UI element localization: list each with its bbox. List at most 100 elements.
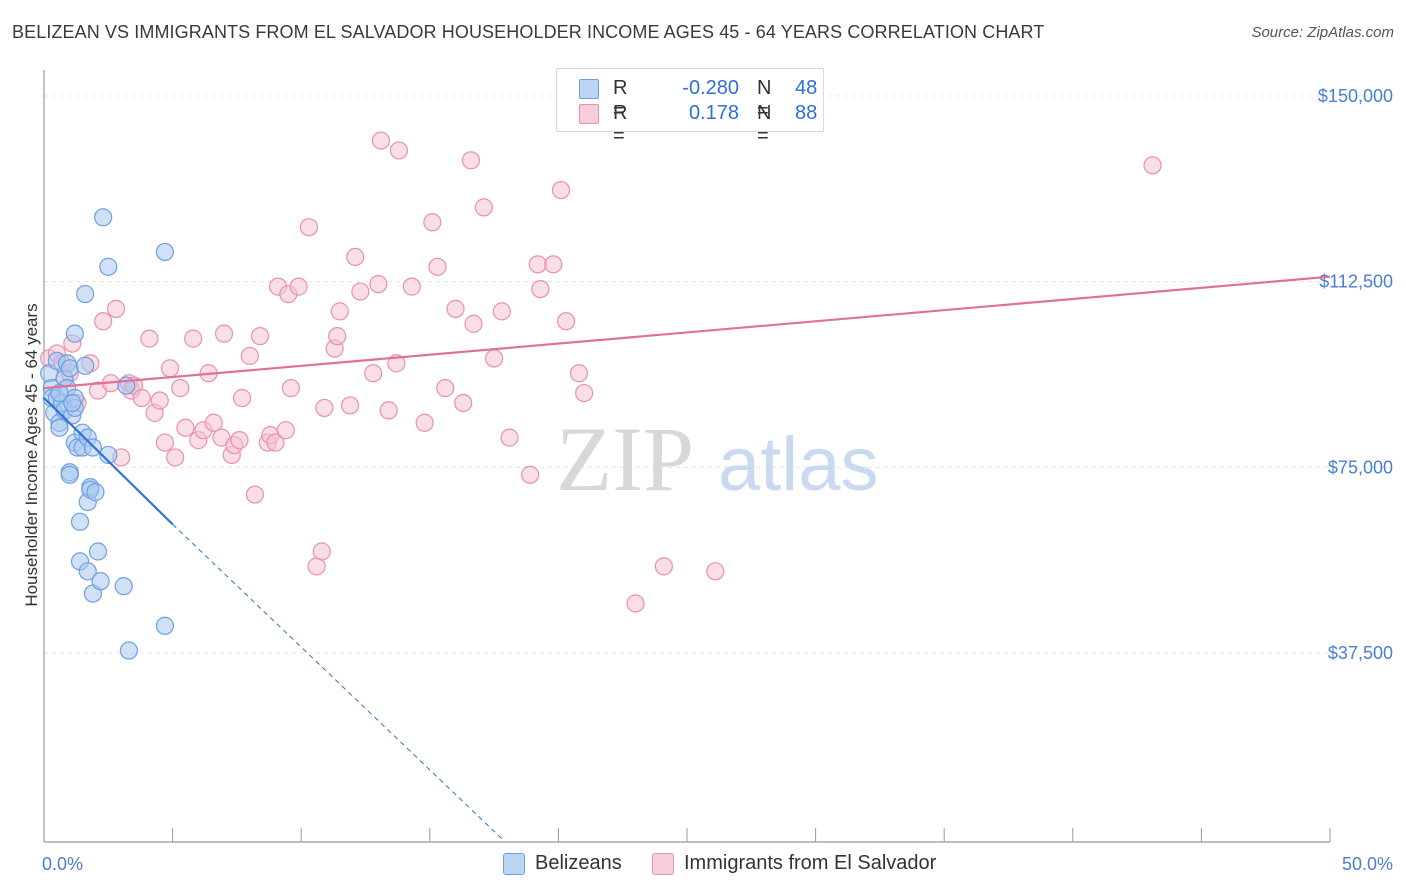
belizean-point (119, 641, 138, 660)
el-salvador-point (654, 557, 673, 576)
belizean-point (63, 393, 82, 413)
el-salvador-point (330, 302, 349, 321)
el-salvador-point (204, 413, 223, 432)
el-salvador-point (389, 141, 409, 160)
el-salvador-point (230, 431, 249, 450)
el-salvador-point (276, 421, 295, 440)
belizean-point (76, 356, 95, 375)
trend-lines (43, 275, 1331, 840)
el-salvador-point (160, 359, 180, 378)
legend-n-value: 88 (795, 102, 818, 124)
legend-label-el-salvador: Immigrants from El Salvador (684, 852, 937, 874)
el-salvador-point (415, 413, 434, 432)
el-salvador-point (454, 393, 473, 413)
el-salvador-point (266, 433, 285, 452)
el-salvador-point (436, 379, 455, 398)
legend-swatch-pink (579, 104, 599, 124)
el-salvador-point (150, 391, 169, 410)
series-immigrants-el-salvador (40, 131, 1162, 613)
el-salvador-point (387, 354, 406, 373)
belizean-point (76, 284, 95, 304)
legend-r-value: 0.178 (688, 102, 739, 124)
legend-n-label: N = (757, 102, 772, 147)
el-salvador-point (214, 324, 234, 343)
chart-title: BELIZEAN VS IMMIGRANTS FROM EL SALVADOR … (12, 22, 1045, 42)
el-salvador-point (461, 151, 481, 170)
el-salvador-point (474, 198, 493, 217)
el-salvador-point (171, 379, 190, 398)
el-salvador-point (446, 299, 465, 318)
axes (43, 70, 1331, 843)
belizean-point (60, 359, 79, 378)
y-axis-label: Householder Income Ages 45 - 64 years (22, 303, 41, 606)
el-salvador-point (312, 542, 331, 561)
source-credit: Source: ZipAtlas.com (1251, 24, 1394, 41)
el-salvador-point (521, 465, 540, 484)
el-salvador-point (528, 255, 547, 274)
belizean-point (50, 383, 69, 403)
el-salvador-point (423, 213, 442, 232)
el-salvador-point (626, 594, 645, 613)
belizean-point (78, 562, 97, 581)
belizean-point (65, 324, 84, 343)
legend-r-label: R = (613, 102, 628, 147)
y-tick-label: $150,000 (1318, 86, 1393, 106)
el-salvador-point (485, 349, 504, 368)
el-salvador-point (132, 388, 151, 408)
el-salvador-point (500, 428, 519, 447)
el-salvador-point (184, 329, 203, 348)
el-salvador-point (346, 247, 365, 267)
el-salvador-point (240, 346, 259, 366)
el-salvador-point (364, 364, 383, 383)
el-salvador-point (315, 398, 334, 418)
gridlines (44, 95, 1392, 654)
belizean-point (155, 242, 174, 262)
belizean-point (99, 257, 118, 276)
correlation-legend: R = -0.280 N = 48 R = 0.178 N = 88 (556, 68, 824, 147)
belizean-point (70, 512, 90, 531)
belizean-trend-line (43, 397, 174, 526)
x-tick-label: 50.0% (1342, 854, 1393, 874)
belizean-point (99, 445, 118, 465)
legend-label-belizeans: Belizeans (535, 852, 622, 874)
el-salvador-point (245, 485, 265, 504)
belizean-point (155, 616, 174, 635)
watermark-zip: ZIP (556, 408, 694, 510)
legend-swatch-pink (652, 853, 674, 875)
el-salvador-point (492, 302, 511, 321)
legend-r-label: R = (613, 77, 628, 122)
y-tick-label: $112,500 (1319, 272, 1393, 292)
belizean-point (50, 418, 69, 437)
legend-n-value: 48 (795, 77, 818, 99)
el-salvador-point (531, 279, 550, 299)
el-salvador-point (706, 562, 725, 581)
el-salvador-trend-line (43, 275, 1331, 390)
el-salvador-point (1143, 156, 1162, 175)
belizean-trend-extension (172, 523, 503, 840)
el-salvador-point (289, 277, 308, 296)
el-salvador-point (557, 312, 576, 331)
tick-labels: $37,500 $75,000 $112,500 $150,000 0.0% 50.0% (42, 86, 1393, 874)
el-salvador-point (176, 418, 195, 437)
el-salvador-point (166, 448, 185, 467)
belizean-point (94, 208, 113, 227)
el-salvador-point (299, 218, 319, 237)
belizean-point (114, 577, 133, 596)
el-salvador-point (232, 388, 252, 408)
el-salvador-point (371, 131, 391, 150)
belizean-point (60, 465, 79, 484)
el-salvador-point (94, 312, 113, 331)
watermark-atlas: atlas (718, 422, 879, 507)
y-tick-label: $75,000 (1328, 457, 1393, 477)
el-salvador-point (106, 299, 126, 318)
x-tick-label: 0.0% (42, 854, 83, 874)
el-salvador-point (250, 327, 270, 346)
el-salvador-point (281, 379, 301, 398)
el-salvador-point (544, 255, 563, 274)
el-salvador-point (402, 277, 421, 296)
el-salvador-point (569, 364, 589, 383)
el-salvador-point (328, 327, 347, 346)
legend-r-value: -0.280 (682, 77, 739, 99)
legend-swatch-blue (503, 853, 525, 875)
